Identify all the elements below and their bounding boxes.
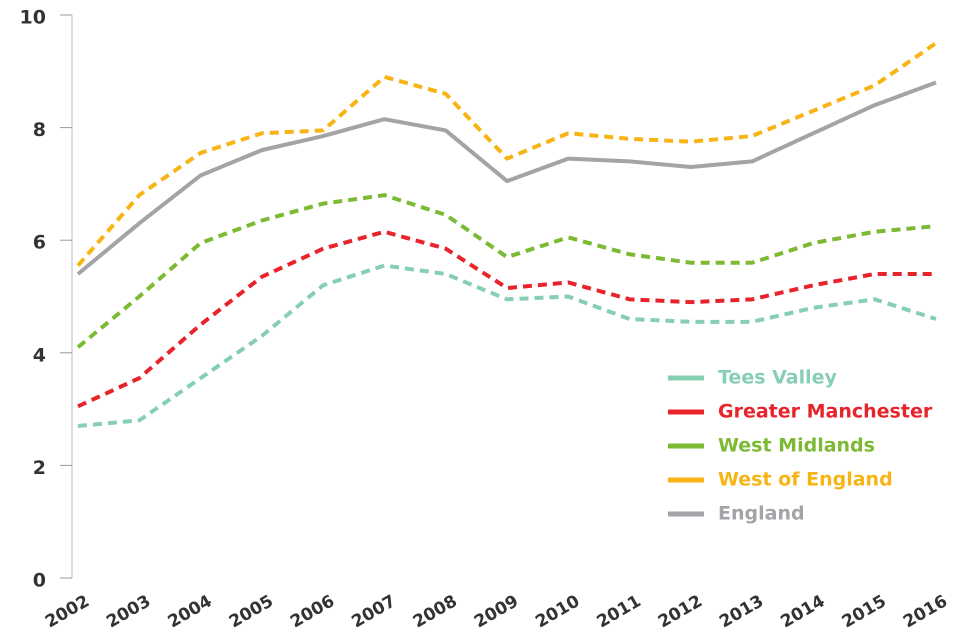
x-tick-label: 2013 [716,591,767,632]
x-tick-label: 2016 [900,591,951,632]
x-tick-label: 2009 [471,591,522,632]
series-line [77,263,937,428]
series-line [76,80,937,276]
x-tick-label: 2011 [594,591,645,632]
y-tick-label: 2 [33,457,46,479]
x-tick-label: 2008 [410,591,461,632]
x-tick-label: 2007 [348,591,399,632]
series-line [77,229,936,409]
legend-label: Greater Manchester [718,401,933,423]
x-tick-label: 2010 [532,591,583,632]
legend-label: England [718,503,805,525]
x-tick-label: 2004 [165,591,216,632]
x-tick-label: 2006 [287,591,338,632]
legend-label: West Midlands [718,435,875,457]
x-tick-label: 2003 [103,591,154,632]
x-tick-label: 2014 [777,591,828,632]
y-tick-label: 0 [33,570,46,592]
legend-label: West of England [718,469,893,491]
y-tick-label: 4 [33,344,46,366]
y-tick-label: 10 [20,7,46,29]
x-tick-label: 2002 [42,591,93,632]
x-tick-label: 2012 [655,591,706,632]
series-line [76,41,938,267]
x-tick-label: 2015 [839,591,890,632]
y-tick-label: 8 [33,119,46,141]
y-tick-label: 6 [33,232,46,254]
x-tick-label: 2005 [226,591,277,632]
series-line [76,193,937,349]
legend-label: Tees Valley [718,367,838,389]
